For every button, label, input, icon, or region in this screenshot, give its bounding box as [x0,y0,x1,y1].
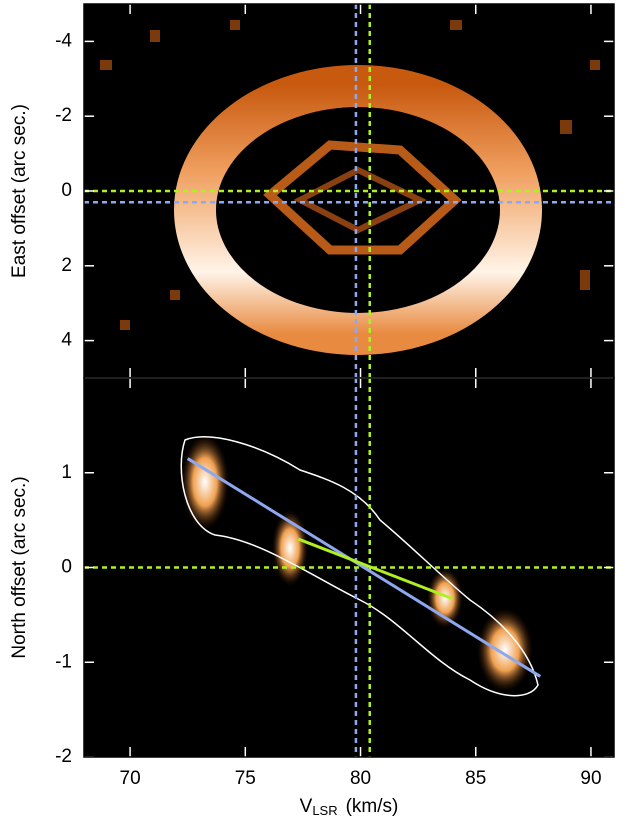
x-axis-label-sub: LSR [312,803,337,818]
fit-line [297,537,454,601]
x-axis-label: VLSR (km/s) [300,796,399,818]
x-tick-label: 80 [350,768,371,789]
x-axis-label-part: (km/s) [346,796,399,817]
y-tick-label: -2 [55,746,72,767]
y-axis-label: North offset (arc sec.) [9,476,30,658]
panel-frame [83,377,615,758]
x-tick-label: 85 [465,768,486,789]
y-tick-label: 4 [61,330,72,351]
y-tick-label: 0 [61,557,72,578]
x-tick-label: 70 [120,768,141,789]
x-axis-label-part: V [300,796,313,817]
y-tick-label: -1 [55,651,72,672]
y-tick-label: -2 [55,105,72,126]
x-tick-label: 90 [580,768,601,789]
x-tick-label: 75 [235,768,256,789]
panel-overlay [84,4,614,378]
panel-overlay [84,378,614,757]
y-tick-label: -4 [55,30,72,51]
y-tick-label: 1 [61,462,72,483]
plot-background [84,4,614,757]
y-axis-label: East offset (arc sec.) [9,104,30,278]
y-tick-label: 0 [61,180,72,201]
y-tick-label: 2 [61,255,72,276]
top-image [100,20,600,355]
fit-line [186,457,542,678]
